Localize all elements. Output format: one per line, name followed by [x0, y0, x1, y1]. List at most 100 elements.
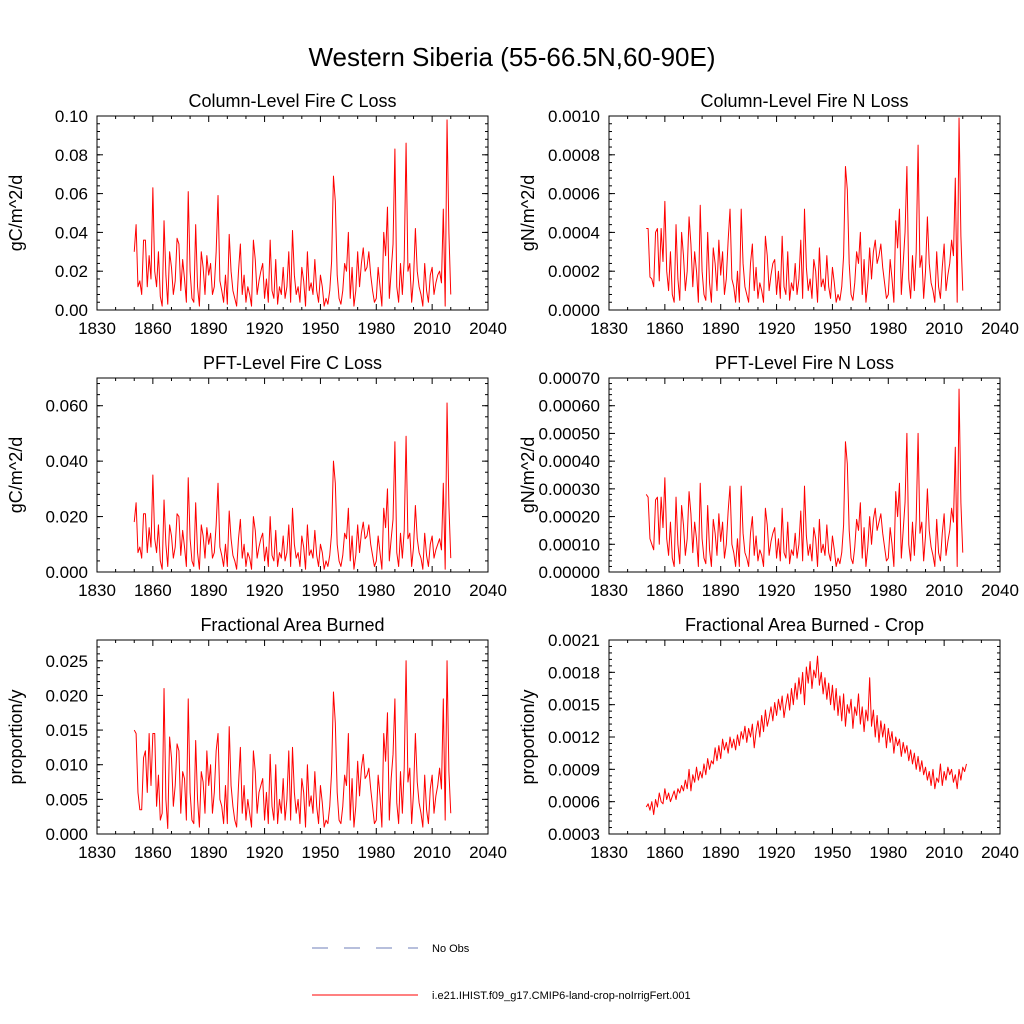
x-tick-label: 1890 — [190, 581, 228, 600]
y-tick-label: 0.000 — [45, 825, 88, 844]
x-tick-label: 1980 — [357, 319, 395, 338]
x-tick-label: 1830 — [78, 843, 116, 862]
series-line — [646, 117, 964, 303]
plot-frame — [608, 639, 1001, 835]
y-tick-label: 0.0004 — [548, 223, 600, 242]
x-tick-label: 1950 — [814, 843, 852, 862]
y-tick-label: 0.020 — [45, 508, 88, 527]
y-tick-label: 0.060 — [45, 397, 88, 416]
y-tick-label: 0.0021 — [548, 631, 600, 650]
x-tick-label: 2040 — [469, 843, 507, 862]
panel-title: Column-Level Fire N Loss — [700, 91, 908, 111]
x-tick-label: 1860 — [646, 843, 684, 862]
x-tick-label: 1980 — [869, 581, 907, 600]
y-tick-label: 0.00050 — [539, 424, 600, 443]
panel-6: Fractional Area Burned - Crop proportion/… — [518, 615, 1019, 862]
x-tick-label: 1920 — [246, 319, 284, 338]
panel-title: Fractional Area Burned - Crop — [685, 615, 924, 635]
y-axis-label: gN/m^2/d — [518, 175, 538, 251]
y-axis-label: gC/m^2/d — [6, 175, 26, 251]
series-line — [645, 388, 964, 567]
x-tick-label: 2010 — [925, 319, 963, 338]
panel-3: PFT-Level Fire C Loss gC/m^2/d 1830 1860 189… — [6, 353, 507, 600]
x-tick-label: 1950 — [302, 843, 340, 862]
y-tick-label: 0.00010 — [539, 535, 600, 554]
y-tick-label: 0.0006 — [548, 185, 600, 204]
y-tick-label: 0.010 — [45, 756, 88, 775]
x-tick-label: 1860 — [134, 581, 172, 600]
series-line — [645, 655, 967, 816]
legend-model-label: i.e21.IHIST.f09_g17.CMIP6-land-crop-noIr… — [432, 990, 691, 1002]
y-tick-label: 0.06 — [55, 185, 88, 204]
x-tick-label: 1830 — [590, 843, 628, 862]
x-tick-label: 1980 — [869, 319, 907, 338]
y-axis-label: gN/m^2/d — [518, 437, 538, 513]
panel-title: Column-Level Fire C Loss — [188, 91, 396, 111]
x-tick-label: 1950 — [302, 319, 340, 338]
x-tick-label: 1890 — [190, 843, 228, 862]
y-tick-label: 0.02 — [55, 262, 88, 281]
x-tick-label: 1860 — [646, 581, 684, 600]
y-tick-label: 0.015 — [45, 721, 88, 740]
y-tick-label: 0.0002 — [548, 262, 600, 281]
plot-frame — [608, 377, 1001, 573]
panel-4: PFT-Level Fire N Loss gN/m^2/d 1830 1860 189… — [518, 353, 1019, 600]
x-tick-label: 2010 — [925, 581, 963, 600]
legend-obs-label: No Obs — [432, 943, 470, 955]
y-tick-label: 0.0015 — [548, 696, 600, 715]
y-tick-label: 0.040 — [45, 452, 88, 471]
x-tick-label: 1950 — [302, 581, 340, 600]
legend: No Obs i.e21.IHIST.f09_g17.CMIP6-land-cr… — [312, 943, 691, 1002]
x-tick-label: 1830 — [590, 581, 628, 600]
y-axis-label: gC/m^2/d — [6, 437, 26, 513]
x-tick-label: 2040 — [981, 581, 1019, 600]
x-tick-label: 1860 — [646, 319, 684, 338]
x-tick-label: 2040 — [981, 843, 1019, 862]
y-tick-label: 0.00 — [55, 301, 88, 320]
y-tick-label: 0.020 — [45, 686, 88, 705]
x-tick-label: 1920 — [758, 843, 796, 862]
x-tick-label: 1860 — [134, 319, 172, 338]
y-axis-label: proportion/y — [6, 689, 26, 784]
y-tick-label: 0.10 — [55, 107, 88, 126]
x-tick-label: 1890 — [702, 581, 740, 600]
panels: Column-Level Fire C Loss gC/m^2/d 1830 1860… — [6, 91, 1019, 862]
panel-title: Fractional Area Burned — [200, 615, 384, 635]
y-tick-label: 0.00070 — [539, 369, 600, 388]
y-tick-label: 0.0009 — [548, 760, 600, 779]
x-tick-label: 1830 — [78, 581, 116, 600]
x-tick-label: 2040 — [469, 319, 507, 338]
y-tick-label: 0.04 — [55, 223, 88, 242]
series-line — [133, 660, 452, 829]
panel-2: Column-Level Fire N Loss gN/m^2/d 1830 1860… — [518, 91, 1019, 338]
x-tick-label: 2040 — [981, 319, 1019, 338]
x-tick-label: 1830 — [590, 319, 628, 338]
x-tick-label: 1980 — [357, 843, 395, 862]
y-tick-label: 0.0010 — [548, 107, 600, 126]
x-tick-label: 2040 — [469, 581, 507, 600]
plot-frame — [96, 115, 489, 311]
series-line — [133, 402, 452, 570]
panel-title: PFT-Level Fire C Loss — [203, 353, 382, 373]
y-tick-label: 0.0012 — [548, 728, 600, 747]
x-tick-label: 1890 — [702, 319, 740, 338]
y-tick-label: 0.025 — [45, 652, 88, 671]
x-tick-label: 1980 — [357, 581, 395, 600]
y-tick-label: 0.08 — [55, 146, 88, 165]
y-tick-label: 0.0000 — [548, 301, 600, 320]
x-tick-label: 1950 — [814, 581, 852, 600]
x-tick-label: 2010 — [413, 581, 451, 600]
x-tick-label: 2010 — [925, 843, 963, 862]
y-tick-label: 0.0008 — [548, 146, 600, 165]
x-tick-label: 1920 — [758, 319, 796, 338]
y-tick-label: 0.00030 — [539, 480, 600, 499]
y-tick-label: 0.00060 — [539, 397, 600, 416]
plot-frame — [608, 115, 1001, 311]
x-tick-label: 2010 — [413, 843, 451, 862]
panel-1: Column-Level Fire C Loss gC/m^2/d 1830 1860… — [6, 91, 507, 338]
x-tick-label: 1860 — [134, 843, 172, 862]
y-tick-label: 0.00040 — [539, 452, 600, 471]
panel-5: Fractional Area Burned proportion/y 1830 18… — [6, 615, 507, 862]
figure-title: Western Siberia (55-66.5N,60-90E) — [308, 42, 715, 72]
